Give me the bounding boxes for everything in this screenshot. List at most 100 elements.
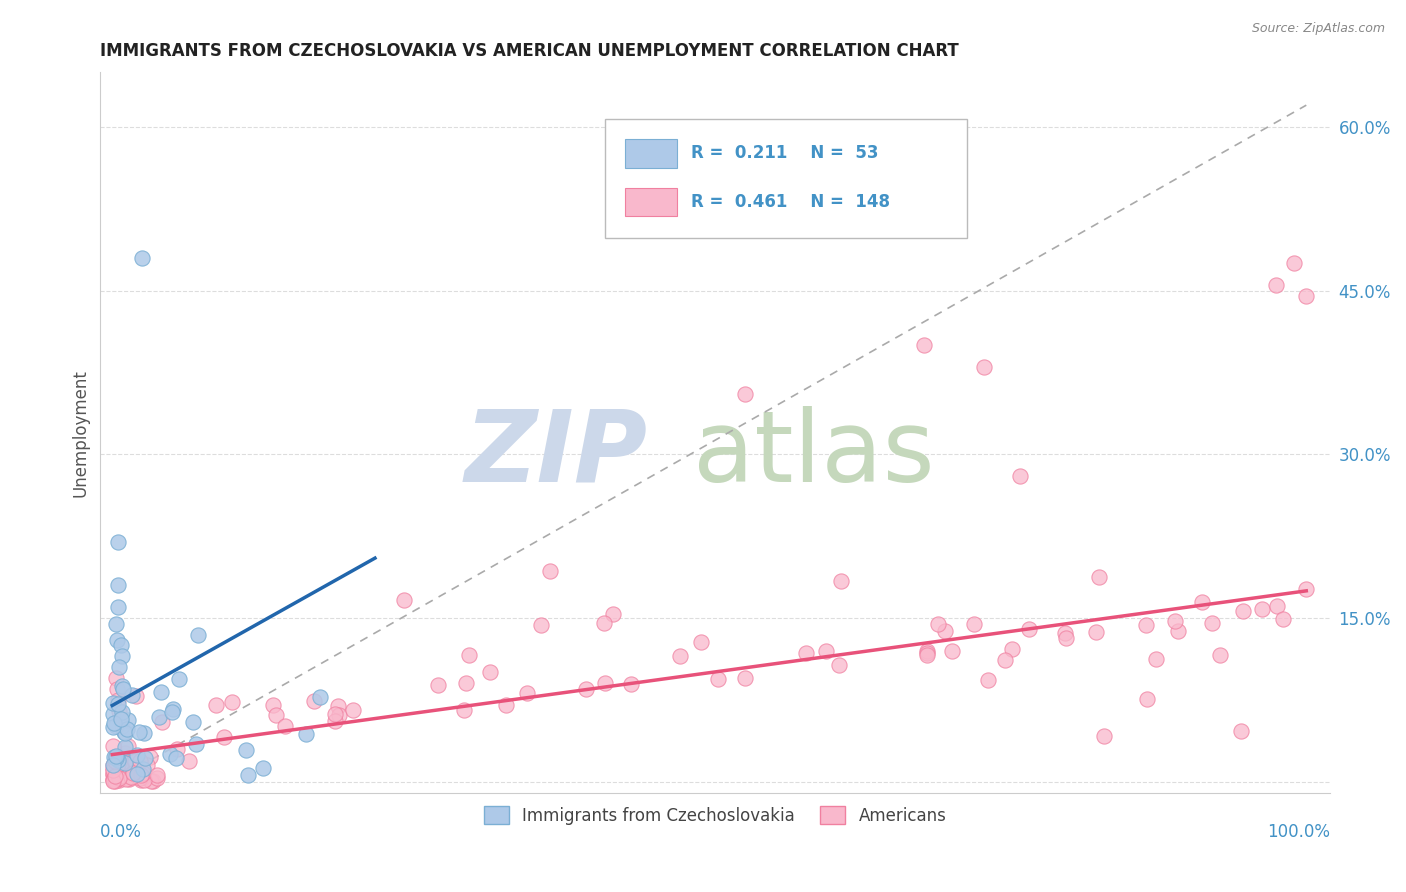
Point — [1088, 569, 1111, 583]
Point — [103, 757, 125, 772]
Point — [150, 715, 173, 730]
Point — [1295, 582, 1317, 596]
Point — [103, 758, 125, 772]
Point — [142, 773, 165, 788]
Point — [342, 703, 364, 717]
Point — [124, 754, 146, 768]
Point — [814, 644, 837, 658]
Point — [105, 767, 128, 781]
Point — [104, 616, 127, 631]
Point — [669, 648, 692, 663]
Point — [128, 754, 150, 768]
Point — [912, 338, 935, 352]
Point — [132, 770, 155, 784]
Point — [1232, 604, 1254, 618]
Point — [107, 534, 129, 549]
Point — [690, 635, 713, 649]
Point — [1053, 626, 1076, 640]
Point — [1018, 622, 1040, 636]
Text: ZIP: ZIP — [464, 406, 648, 503]
Point — [101, 766, 124, 780]
Point — [107, 693, 129, 707]
Point — [1265, 599, 1288, 614]
Point — [108, 761, 131, 775]
Point — [120, 761, 142, 775]
Point — [1008, 469, 1031, 483]
Point — [104, 756, 127, 770]
Point — [104, 749, 127, 764]
Point — [110, 751, 132, 765]
Point — [101, 773, 124, 788]
Point — [302, 694, 325, 708]
Point — [917, 646, 939, 660]
Point — [138, 750, 160, 764]
Point — [107, 771, 129, 785]
Point — [1229, 723, 1251, 738]
Point — [103, 739, 125, 754]
Point — [1272, 612, 1295, 626]
FancyBboxPatch shape — [626, 187, 678, 217]
Point — [148, 710, 170, 724]
Point — [122, 753, 145, 767]
Text: R =  0.211    N =  53: R = 0.211 N = 53 — [690, 145, 879, 162]
Point — [105, 682, 128, 697]
Point — [734, 671, 756, 685]
Point — [127, 766, 149, 780]
Point — [115, 723, 138, 737]
Point — [294, 726, 316, 740]
Point — [105, 751, 128, 765]
Point — [915, 648, 938, 663]
Point — [620, 677, 643, 691]
Point — [828, 657, 851, 672]
Text: Source: ZipAtlas.com: Source: ZipAtlas.com — [1251, 22, 1385, 36]
Point — [132, 763, 155, 777]
Point — [114, 768, 136, 782]
Point — [179, 754, 201, 768]
Text: atlas: atlas — [693, 406, 935, 503]
Point — [103, 696, 125, 710]
Point — [108, 769, 131, 783]
Point — [108, 704, 131, 718]
Point — [115, 769, 138, 783]
Point — [105, 772, 128, 786]
Point — [1092, 729, 1115, 743]
Point — [538, 564, 561, 578]
Point — [118, 772, 141, 786]
Point — [112, 751, 135, 765]
Point — [101, 772, 124, 786]
Point — [707, 672, 730, 686]
Point — [328, 708, 350, 723]
Point — [112, 681, 135, 696]
Point — [111, 755, 134, 769]
Point — [108, 770, 131, 784]
Point — [915, 644, 938, 658]
Point — [107, 772, 129, 787]
Point — [132, 765, 155, 780]
Point — [120, 770, 142, 784]
Point — [112, 725, 135, 739]
Point — [129, 768, 152, 782]
Point — [205, 698, 228, 712]
Point — [131, 251, 153, 265]
Point — [108, 769, 131, 783]
Point — [114, 756, 136, 771]
Point — [328, 699, 350, 714]
Point — [150, 685, 173, 699]
FancyBboxPatch shape — [605, 120, 967, 238]
Point — [1284, 256, 1306, 270]
Point — [111, 679, 134, 693]
Point — [104, 768, 127, 782]
Point — [101, 758, 124, 772]
Text: 100.0%: 100.0% — [1267, 823, 1330, 841]
Point — [103, 720, 125, 734]
Point — [575, 681, 598, 696]
Point — [734, 387, 756, 401]
Point — [592, 616, 614, 631]
Point — [111, 764, 134, 778]
Point — [145, 772, 167, 786]
Point — [125, 747, 148, 762]
Point — [105, 632, 128, 647]
Point — [118, 764, 141, 778]
Point — [111, 769, 134, 783]
Point — [110, 760, 132, 774]
